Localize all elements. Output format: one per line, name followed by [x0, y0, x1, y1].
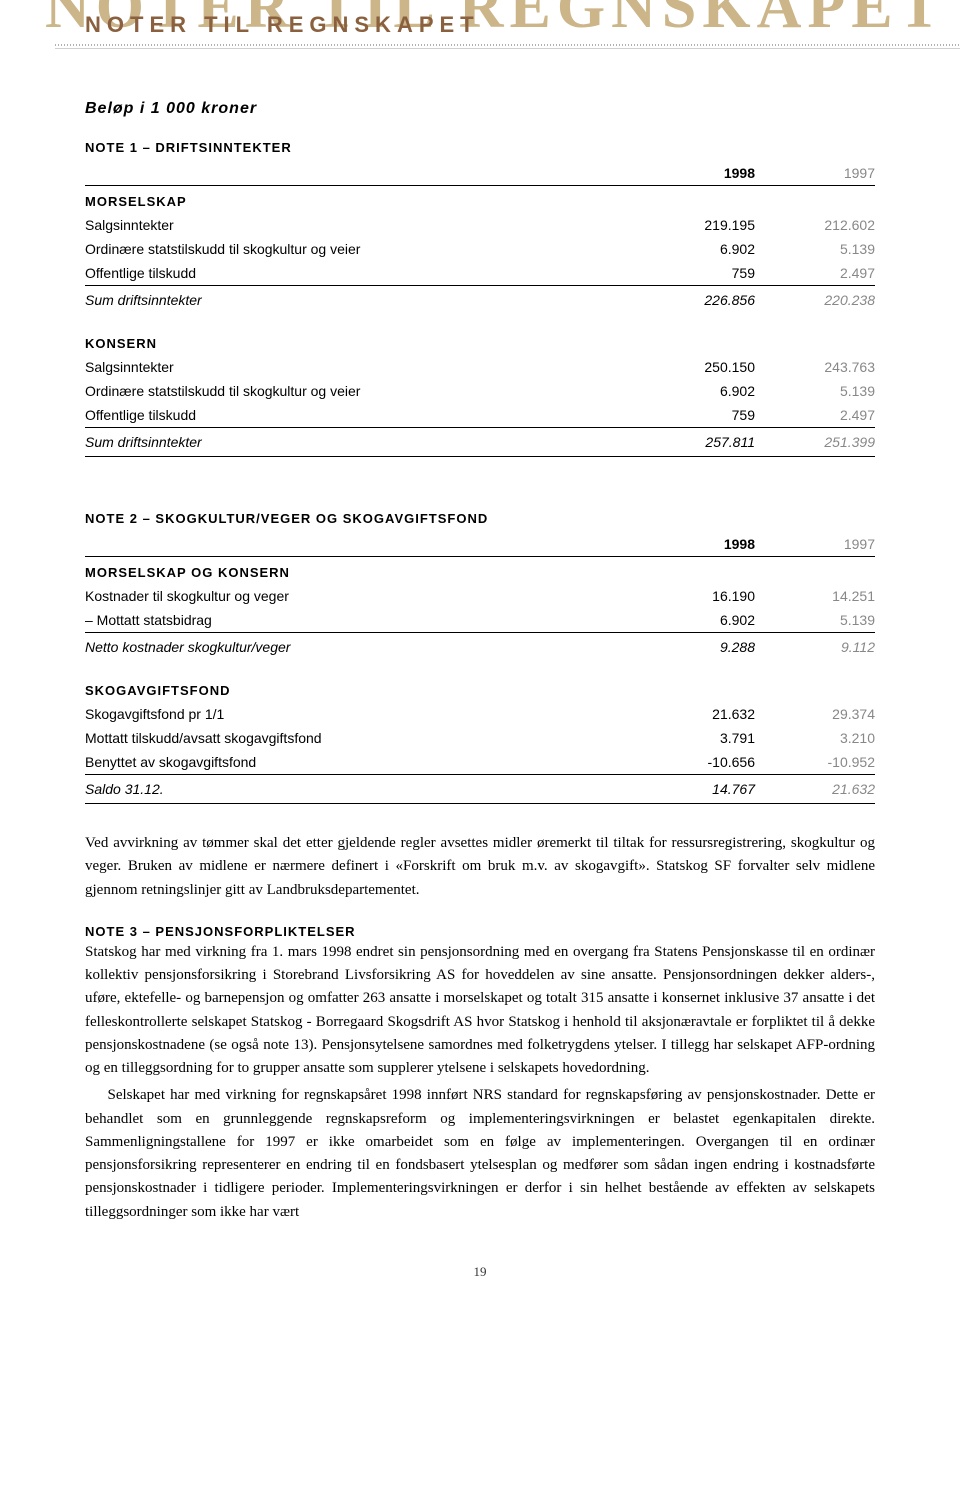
col-year-1997: 1997: [755, 530, 875, 557]
row-label: Offentlige tilskudd: [85, 261, 635, 286]
row-val: 3.210: [755, 726, 875, 750]
sum-row: Netto kostnader skogkultur/veger 9.288 9…: [85, 633, 875, 662]
row-val: 14.251: [755, 584, 875, 608]
sum-val: 14.767: [635, 775, 755, 804]
table-row: Ordinære statstilskudd til skogkultur og…: [85, 379, 875, 403]
row-val: 2.497: [755, 403, 875, 428]
row-val: 5.139: [755, 379, 875, 403]
note2-table: 1998 1997 MORSELSKAP OG KONSERN Kostnade…: [85, 530, 875, 804]
row-label: Salgsinntekter: [85, 355, 635, 379]
sum-val: 226.856: [635, 286, 755, 315]
section-row: KONSERN: [85, 328, 875, 355]
paragraph: Selskapet har med virkning for regnskaps…: [85, 1084, 875, 1224]
row-val: 219.195: [635, 213, 755, 237]
col-year-1998: 1998: [635, 530, 755, 557]
row-val: 5.139: [755, 237, 875, 261]
row-val: 759: [635, 403, 755, 428]
col-year-1997: 1997: [755, 159, 875, 186]
section-label: MORSELSKAP: [85, 186, 875, 214]
header-rule-2: [55, 48, 960, 49]
table-row: Benyttet av skogavgiftsfond -10.656 -10.…: [85, 750, 875, 775]
row-label: Kostnader til skogkultur og veger: [85, 584, 635, 608]
sum-val: 251.399: [755, 428, 875, 457]
sum-val: 257.811: [635, 428, 755, 457]
sum-label: Sum driftsinntekter: [85, 286, 635, 315]
section-label: SKOGAVGIFTSFOND: [85, 675, 875, 702]
sum-label: Saldo 31.12.: [85, 775, 635, 804]
sum-val: 220.238: [755, 286, 875, 315]
table-row: Mottatt tilskudd/avsatt skogavgiftsfond …: [85, 726, 875, 750]
table-row: Offentlige tilskudd 759 2.497: [85, 261, 875, 286]
row-val: 6.902: [635, 608, 755, 633]
row-val: -10.656: [635, 750, 755, 775]
sum-val: 21.632: [755, 775, 875, 804]
spacer-row: [85, 661, 875, 675]
spacer-row: [85, 314, 875, 328]
sum-row: Saldo 31.12. 14.767 21.632: [85, 775, 875, 804]
header-block: NOTER TIL REGNSKAPET NOTER TIL REGNSKAPE…: [55, 0, 905, 60]
row-label: Ordinære statstilskudd til skogkultur og…: [85, 379, 635, 403]
row-val: 6.902: [635, 379, 755, 403]
note3-title: NOTE 3 – PENSJONSFORPLIKTELSER: [85, 924, 875, 939]
paragraph: Statskog har med virkning fra 1. mars 19…: [85, 941, 875, 1081]
table-row: – Mottatt statsbidrag 6.902 5.139: [85, 608, 875, 633]
row-label: Ordinære statstilskudd til skogkultur og…: [85, 237, 635, 261]
table-row: Kostnader til skogkultur og veger 16.190…: [85, 584, 875, 608]
row-val: 6.902: [635, 237, 755, 261]
row-val: 759: [635, 261, 755, 286]
section-row: MORSELSKAP OG KONSERN: [85, 557, 875, 585]
table-row: Ordinære statstilskudd til skogkultur og…: [85, 237, 875, 261]
row-label: – Mottatt statsbidrag: [85, 608, 635, 633]
note2-title: NOTE 2 – SKOGKULTUR/VEGER OG SKOGAVGIFTS…: [85, 511, 875, 526]
row-label: Benyttet av skogavgiftsfond: [85, 750, 635, 775]
col-year-1998: 1998: [635, 159, 755, 186]
sum-label: Sum driftsinntekter: [85, 428, 635, 457]
row-label: Offentlige tilskudd: [85, 403, 635, 428]
row-label: Salgsinntekter: [85, 213, 635, 237]
section-row: MORSELSKAP: [85, 186, 875, 214]
table-row: Offentlige tilskudd 759 2.497: [85, 403, 875, 428]
row-val: 29.374: [755, 702, 875, 726]
page-number: 19: [55, 1264, 905, 1280]
content: Beløp i 1 000 kroner NOTE 1 – DRIFTSINNT…: [55, 100, 905, 1224]
section-label: MORSELSKAP OG KONSERN: [85, 557, 875, 585]
header-title: NOTER TIL REGNSKAPET: [85, 12, 480, 38]
sum-label: Netto kostnader skogkultur/veger: [85, 633, 635, 662]
section-row: SKOGAVGIFTSFOND: [85, 675, 875, 702]
table-row: Salgsinntekter 219.195 212.602: [85, 213, 875, 237]
subtitle: Beløp i 1 000 kroner: [85, 100, 875, 118]
sum-row: Sum driftsinntekter 257.811 251.399: [85, 428, 875, 457]
table-row: Skogavgiftsfond pr 1/1 21.632 29.374: [85, 702, 875, 726]
row-val: 250.150: [635, 355, 755, 379]
header-rule: [55, 44, 960, 46]
sum-row: Sum driftsinntekter 226.856 220.238: [85, 286, 875, 315]
page: NOTER TIL REGNSKAPET NOTER TIL REGNSKAPE…: [0, 0, 960, 1310]
row-val: 212.602: [755, 213, 875, 237]
sum-val: 9.112: [755, 633, 875, 662]
row-val: 21.632: [635, 702, 755, 726]
paragraph: Ved avvirkning av tømmer skal det etter …: [85, 832, 875, 902]
table-row: Salgsinntekter 250.150 243.763: [85, 355, 875, 379]
table-header-row: 1998 1997: [85, 530, 875, 557]
row-val: 243.763: [755, 355, 875, 379]
row-val: 3.791: [635, 726, 755, 750]
row-val: 5.139: [755, 608, 875, 633]
note1-title: NOTE 1 – DRIFTSINNTEKTER: [85, 140, 875, 155]
row-val: 16.190: [635, 584, 755, 608]
section-label: KONSERN: [85, 328, 875, 355]
note1-table: 1998 1997 MORSELSKAP Salgsinntekter 219.…: [85, 159, 875, 457]
body-text: Ved avvirkning av tømmer skal det etter …: [85, 832, 875, 902]
note3-body: Statskog har med virkning fra 1. mars 19…: [85, 941, 875, 1224]
table-header-row: 1998 1997: [85, 159, 875, 186]
row-label: Mottatt tilskudd/avsatt skogavgiftsfond: [85, 726, 635, 750]
row-label: Skogavgiftsfond pr 1/1: [85, 702, 635, 726]
row-val: -10.952: [755, 750, 875, 775]
sum-val: 9.288: [635, 633, 755, 662]
row-val: 2.497: [755, 261, 875, 286]
